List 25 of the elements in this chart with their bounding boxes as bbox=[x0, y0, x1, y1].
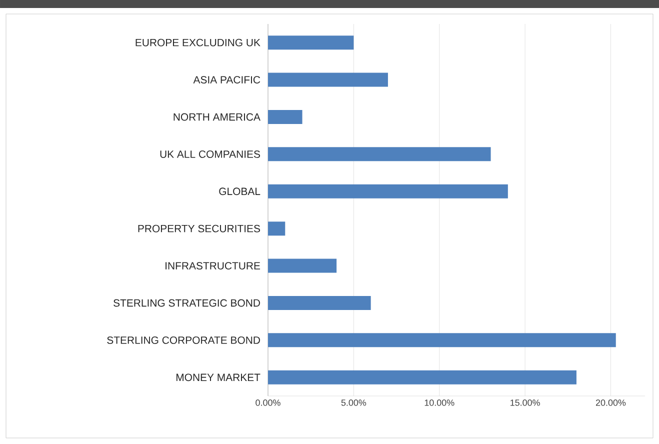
x-tick-label: 5.00% bbox=[341, 400, 366, 406]
y-tick-label: EUROPE EXCLUDING UK bbox=[136, 38, 260, 46]
bar bbox=[268, 72, 388, 87]
x-tick-label: 20.00% bbox=[596, 400, 626, 406]
bar bbox=[268, 36, 354, 50]
bar bbox=[268, 333, 616, 348]
y-tick-label: NORTH AMERICA bbox=[174, 113, 260, 121]
bar bbox=[268, 296, 371, 310]
y-tick-label: MONEY MARKET bbox=[176, 374, 260, 382]
bar bbox=[268, 222, 286, 236]
y-tick-label: ASIA PACIFIC bbox=[193, 76, 260, 84]
bar bbox=[268, 184, 508, 198]
y-tick-label: GLOBAL bbox=[219, 188, 260, 196]
bar bbox=[268, 110, 302, 124]
x-tick-label: 0.00% bbox=[256, 400, 280, 406]
y-tick-label: STERLING CORPORATE BOND bbox=[107, 336, 260, 344]
x-tick-label: 10.00% bbox=[424, 400, 454, 406]
bar bbox=[268, 147, 491, 162]
y-tick-label: STERLING STRATEGIC BOND bbox=[114, 299, 260, 307]
y-tick-label: UK ALL COMPANIES bbox=[160, 150, 260, 158]
y-tick-label: PROPERTY SECURITIES bbox=[138, 224, 260, 232]
y-tick-label: INFRASTRUCTURE bbox=[166, 262, 260, 270]
bar bbox=[268, 258, 337, 273]
bar bbox=[268, 370, 576, 384]
x-tick-label: 15.00% bbox=[510, 400, 540, 406]
